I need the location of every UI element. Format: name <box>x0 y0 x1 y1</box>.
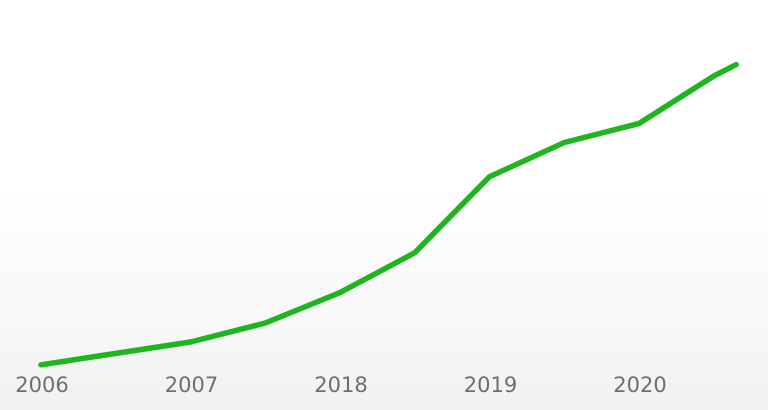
x-tick-label-2006: 2006 <box>15 373 68 397</box>
x-tick-label-2007: 2007 <box>165 373 218 397</box>
series-layer <box>38 61 739 368</box>
x-tick-label-2018: 2018 <box>314 373 367 397</box>
x-tick-label-2020: 2020 <box>613 373 666 397</box>
x-tick-label-2019: 2019 <box>464 373 517 397</box>
x-axis-tick-labels: 2006 2007 2018 2019 2020 <box>15 373 666 397</box>
series-line-0 <box>38 61 739 368</box>
